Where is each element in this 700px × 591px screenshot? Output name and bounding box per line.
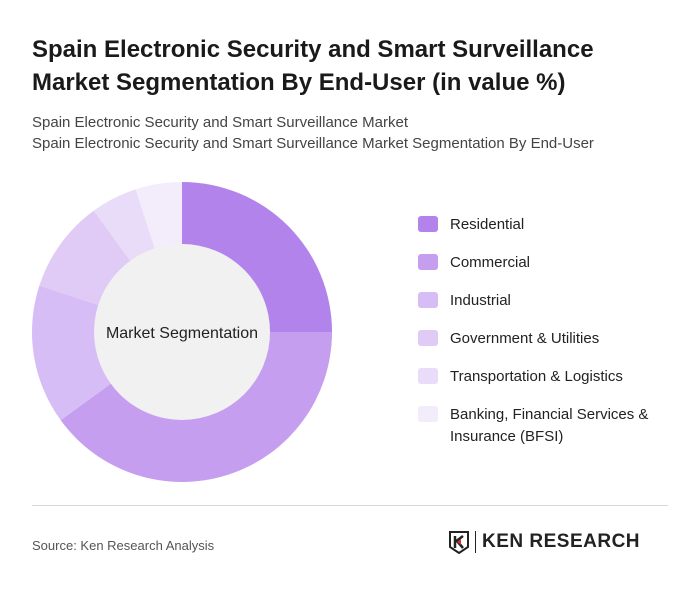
logo-text: KEN RESEARCH (482, 531, 641, 552)
legend-item: Commercial (418, 252, 678, 274)
legend-item: Residential (418, 214, 678, 236)
chart-title: Spain Electronic Security and Smart Surv… (32, 36, 594, 96)
legend-label: Transportation & Logistics (450, 368, 623, 385)
legend-swatch (418, 330, 438, 346)
legend-label: Residential (450, 216, 525, 233)
legend-label: Banking, Financial Services & Insurance … (450, 406, 649, 445)
legend-item: Transportation & Logistics (418, 366, 678, 388)
legend-swatch (418, 406, 438, 422)
source-note: Source: Ken Research Analysis (32, 538, 215, 553)
legend-label: Commercial (450, 254, 531, 271)
donut-chart: Market Segmentation (32, 182, 332, 482)
center-label: Market Segmentation (106, 325, 258, 342)
logo-shield-icon (449, 531, 469, 554)
legend-item: Banking, Financial Services & Insurance … (418, 404, 678, 448)
legend-swatch (418, 254, 438, 270)
legend-label: Industrial (450, 292, 511, 309)
legend-swatch (418, 292, 438, 308)
legend-swatch (418, 216, 438, 232)
divider (32, 505, 668, 506)
subtitle-segmentation: Spain Electronic Security and Smart Surv… (32, 135, 594, 152)
subtitle-market: Spain Electronic Security and Smart Surv… (32, 114, 408, 131)
legend-swatch (418, 368, 438, 384)
legend-item: Government & Utilities (418, 328, 678, 350)
donut-hole (94, 244, 270, 420)
ken-research-logo: KEN RESEARCH (448, 530, 640, 554)
legend-item: Industrial (418, 290, 678, 312)
legend-label: Government & Utilities (450, 330, 600, 347)
